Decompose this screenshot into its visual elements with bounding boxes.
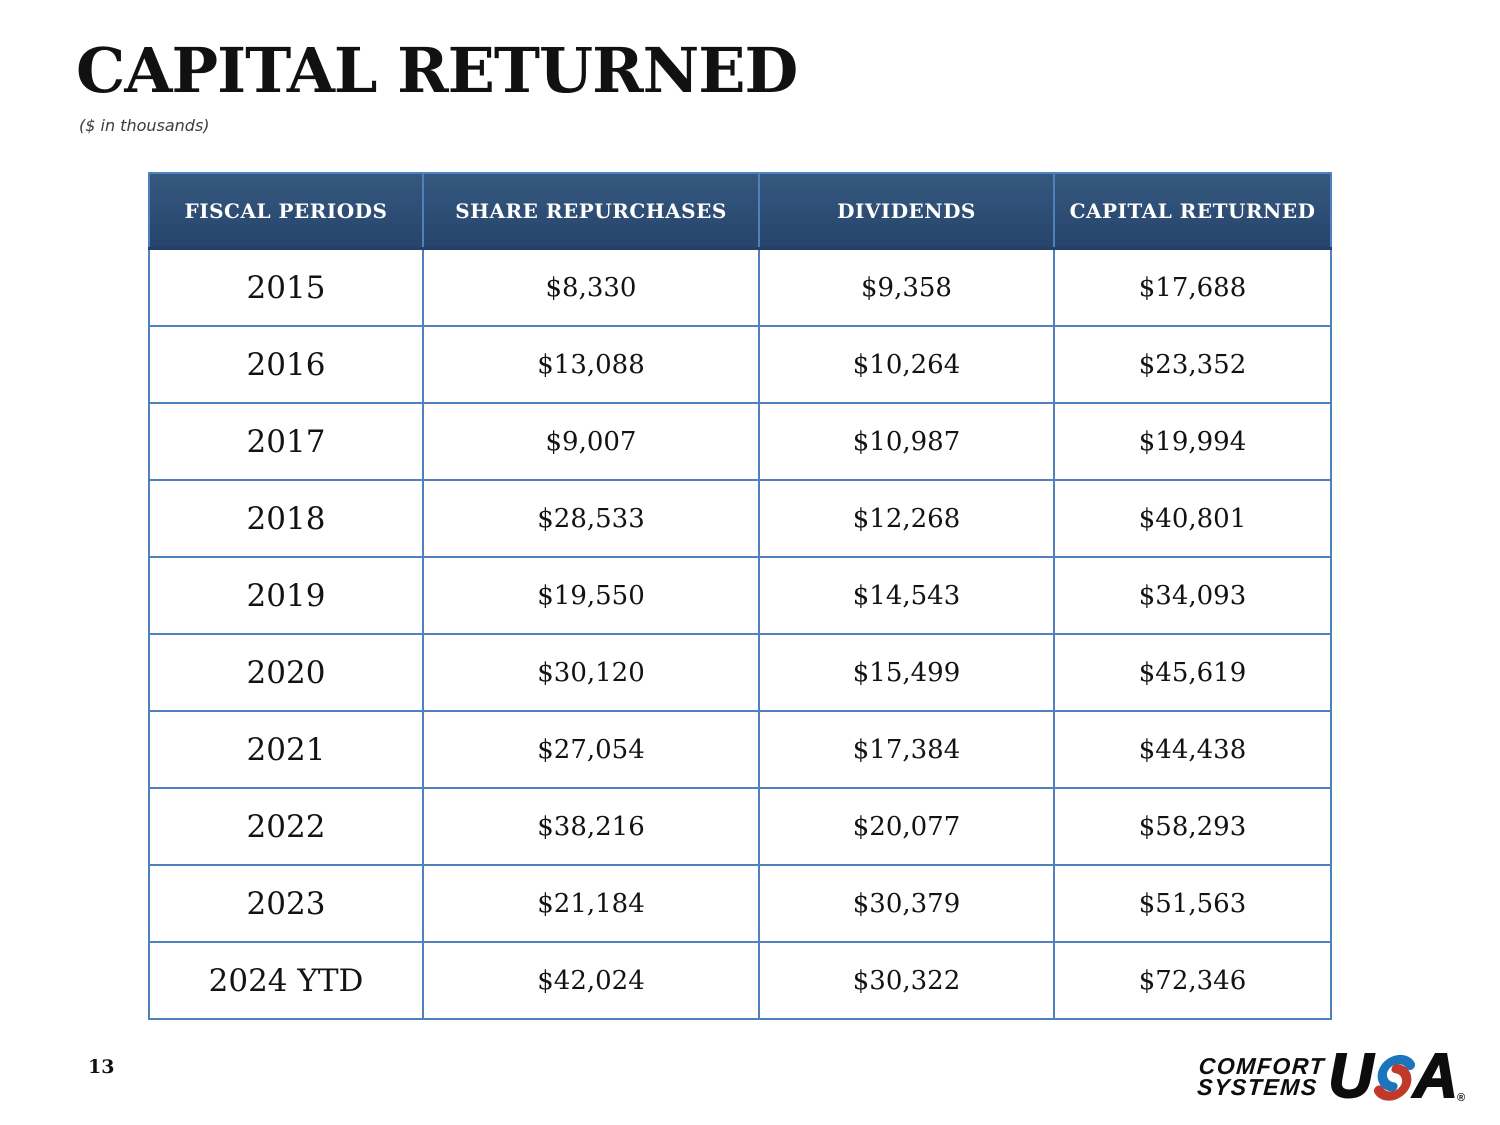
table-row: 2019 $19,550 $14,543 $34,093 [148,556,1332,635]
capital-returned-table-container: FISCAL PERIODS SHARE REPURCHASES DIVIDEN… [148,172,1332,1020]
cell-period: 2024 YTD [148,941,424,1020]
cell-period: 2020 [148,633,424,712]
cell-capital-returned: $58,293 [1053,787,1332,866]
cell-period: 2023 [148,864,424,943]
logo-usa-u: U [1327,1042,1374,1111]
page-number: 13 [88,1056,115,1078]
column-header-fiscal-periods: FISCAL PERIODS [148,172,424,250]
cell-share-repurchases: $13,088 [422,325,760,404]
table-row: 2015 $8,330 $9,358 $17,688 [148,247,1332,327]
column-header-capital-returned: CAPITAL RETURNED [1053,172,1332,250]
table-row: 2016 $13,088 $10,264 $23,352 [148,325,1332,404]
cell-share-repurchases: $42,024 [422,941,760,1020]
column-header-dividends: DIVIDENDS [758,172,1055,250]
logo-usa-a: A [1412,1042,1459,1111]
cell-capital-returned: $23,352 [1053,325,1332,404]
cell-capital-returned: $51,563 [1053,864,1332,943]
registered-trademark-symbol: ® [1456,1092,1465,1104]
cell-share-repurchases: $21,184 [422,864,760,943]
table-row: 2024 YTD $42,024 $30,322 $72,346 [148,941,1332,1020]
cell-share-repurchases: $19,550 [422,556,760,635]
cell-period: 2016 [148,325,424,404]
cell-capital-returned: $17,688 [1053,247,1332,327]
slide-subtitle: ($ in thousands) [79,116,210,135]
cell-share-repurchases: $27,054 [422,710,760,789]
cell-dividends: $15,499 [758,633,1055,712]
logo-word-systems: SYSTEMS [1196,1074,1319,1100]
cell-capital-returned: $44,438 [1053,710,1332,789]
cell-capital-returned: $45,619 [1053,633,1332,712]
table-row: 2018 $28,533 $12,268 $40,801 [148,479,1332,558]
cell-dividends: $10,264 [758,325,1055,404]
cell-dividends: $9,358 [758,247,1055,327]
cell-capital-returned: $19,994 [1053,402,1332,481]
cell-period: 2022 [148,787,424,866]
cell-dividends: $20,077 [758,787,1055,866]
cell-period: 2021 [148,710,424,789]
table-row: 2023 $21,184 $30,379 $51,563 [148,864,1332,943]
table-row: 2017 $9,007 $10,987 $19,994 [148,402,1332,481]
page-title: CAPITAL RETURNED [76,34,798,107]
cell-capital-returned: $34,093 [1053,556,1332,635]
table-header-row: FISCAL PERIODS SHARE REPURCHASES DIVIDEN… [148,172,1332,250]
cell-share-repurchases: $38,216 [422,787,760,866]
table-row: 2020 $30,120 $15,499 $45,619 [148,633,1332,712]
cell-share-repurchases: $28,533 [422,479,760,558]
column-header-share-repurchases: SHARE REPURCHASES [422,172,760,250]
table-row: 2021 $27,054 $17,384 $44,438 [148,710,1332,789]
cell-period: 2019 [148,556,424,635]
usa-swirl-icon [1374,1054,1416,1101]
comfort-systems-usa-logo: COMFORT SYSTEMS U A ® [1196,1042,1465,1111]
cell-dividends: $14,543 [758,556,1055,635]
cell-dividends: $30,379 [758,864,1055,943]
cell-period: 2017 [148,402,424,481]
cell-share-repurchases: $8,330 [422,247,760,327]
cell-dividends: $30,322 [758,941,1055,1020]
cell-capital-returned: $72,346 [1053,941,1332,1020]
cell-capital-returned: $40,801 [1053,479,1332,558]
logo-wordmark: COMFORT SYSTEMS [1196,1053,1326,1100]
capital-returned-table: FISCAL PERIODS SHARE REPURCHASES DIVIDEN… [148,172,1332,1020]
cell-share-repurchases: $30,120 [422,633,760,712]
cell-dividends: $17,384 [758,710,1055,789]
cell-dividends: $12,268 [758,479,1055,558]
cell-period: 2015 [148,247,424,327]
cell-share-repurchases: $9,007 [422,402,760,481]
table-row: 2022 $38,216 $20,077 $58,293 [148,787,1332,866]
cell-dividends: $10,987 [758,402,1055,481]
logo-usa: U A ® [1327,1042,1465,1111]
cell-period: 2018 [148,479,424,558]
